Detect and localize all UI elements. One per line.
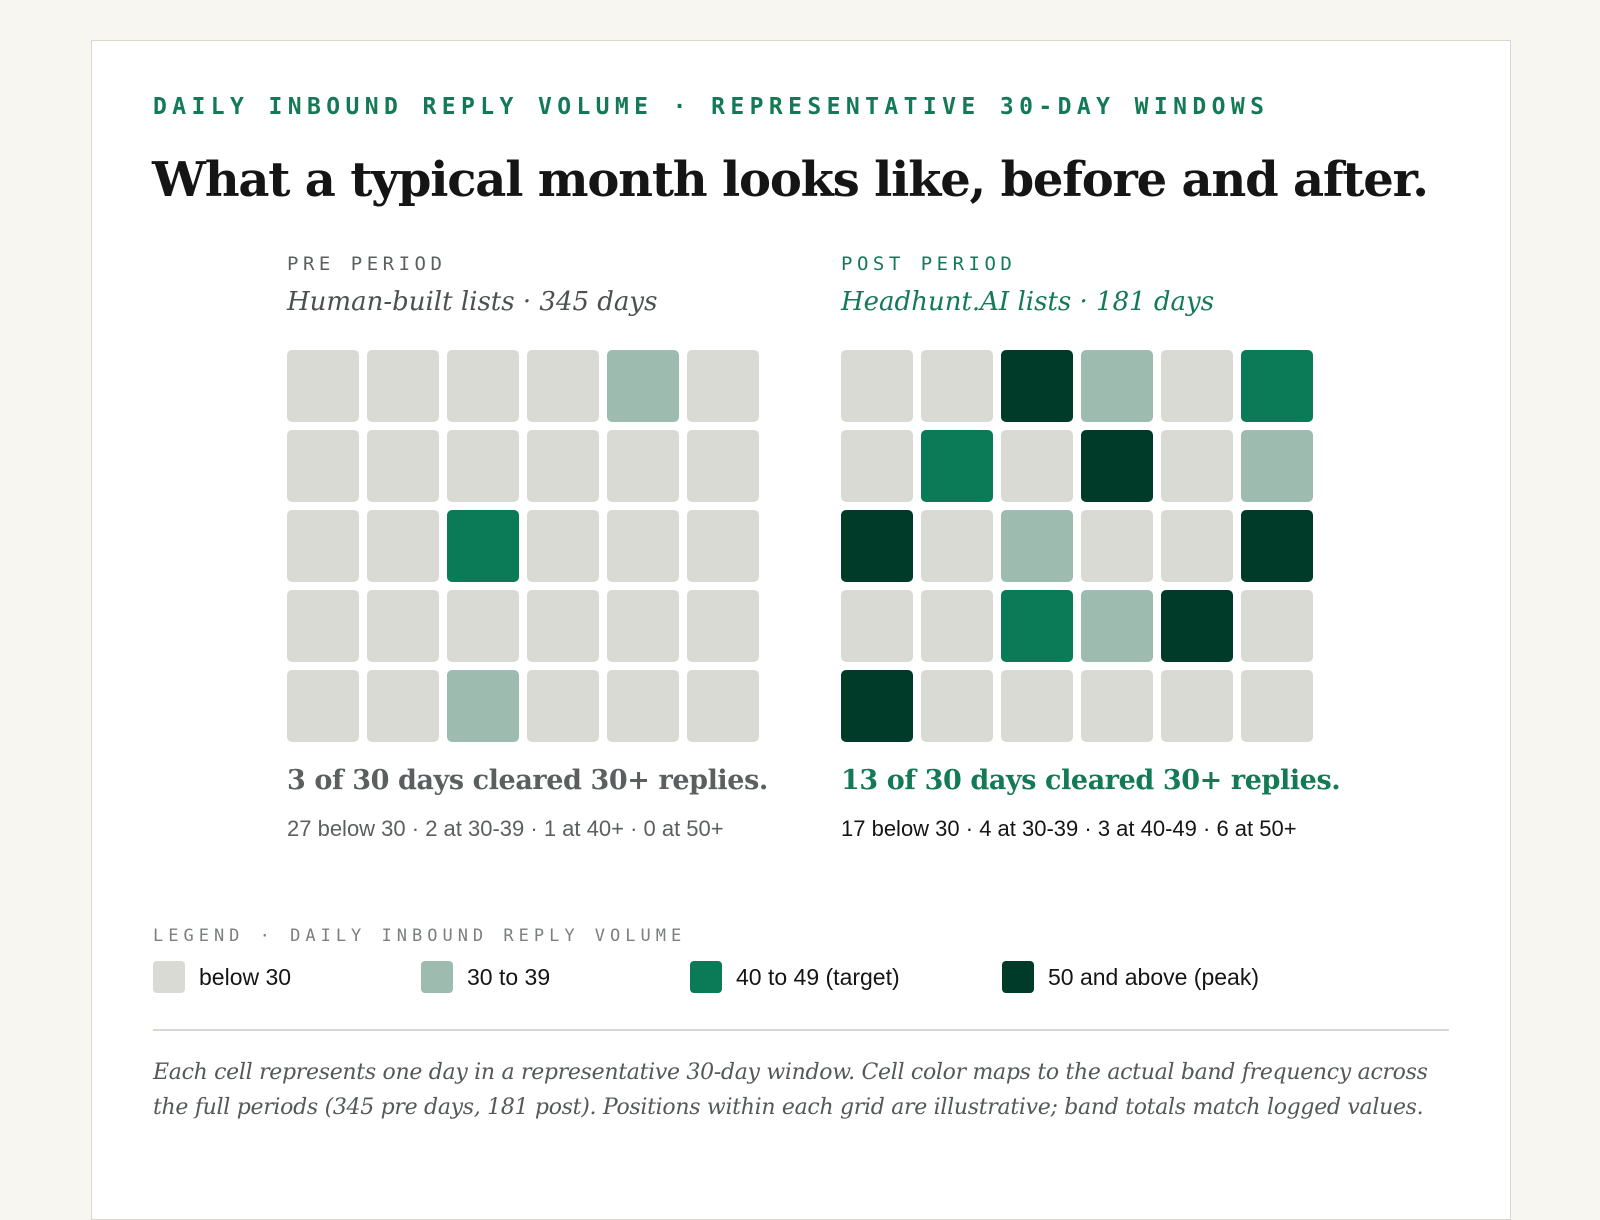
legend-title: LEGEND · DAILY INBOUND REPLY VOLUME: [153, 926, 687, 946]
heatmap-cell: [687, 670, 759, 742]
heatmap-cell: [607, 590, 679, 662]
heatmap-cell: [921, 590, 993, 662]
legend-swatch: [421, 961, 453, 993]
heatmap-cell: [447, 430, 519, 502]
heatmap-cell: [1161, 590, 1233, 662]
heatmap-cell: [447, 670, 519, 742]
heatmap-cell: [447, 350, 519, 422]
heatmap-cell: [287, 670, 359, 742]
post-period-summary: 13 of 30 days cleared 30+ replies.: [841, 765, 1341, 796]
heatmap-cell: [687, 590, 759, 662]
heatmap-cell: [921, 350, 993, 422]
heatmap-cell: [1001, 350, 1073, 422]
post-period-label: POST PERIOD: [841, 253, 1017, 275]
heatmap-cell: [687, 430, 759, 502]
heatmap-cell: [367, 350, 439, 422]
heatmap-cell: [841, 510, 913, 582]
legend-swatch: [1002, 961, 1034, 993]
heatmap-cell: [607, 670, 679, 742]
heatmap-cell: [687, 350, 759, 422]
post-period-subtitle: Headhunt.AI lists · 181 days: [841, 287, 1215, 317]
heatmap-cell: [1241, 510, 1313, 582]
legend-label: 30 to 39: [467, 963, 551, 990]
heatmap-cell: [367, 510, 439, 582]
legend-item-below-30: below 30: [153, 961, 291, 993]
heatmap-cell: [1241, 430, 1313, 502]
heatmap-cell: [841, 350, 913, 422]
legend-item-30-to-39: 30 to 39: [421, 961, 550, 993]
post-period-grid: [841, 350, 1313, 742]
heatmap-cell: [527, 430, 599, 502]
heatmap-cell: [1081, 510, 1153, 582]
heatmap-cell: [1081, 670, 1153, 742]
heatmap-cell: [607, 430, 679, 502]
heatmap-cell: [1241, 670, 1313, 742]
heatmap-cell: [1161, 430, 1233, 502]
heatmap-cell: [287, 350, 359, 422]
heatmap-cell: [527, 590, 599, 662]
legend-label: 40 to 49 (target): [736, 963, 900, 990]
footnote: Each cell represents one day in a repres…: [153, 1060, 1428, 1120]
heatmap-cell: [527, 510, 599, 582]
heatmap-cell: [367, 430, 439, 502]
heatmap-cell: [1001, 430, 1073, 502]
heatmap-cell: [367, 670, 439, 742]
pre-period-breakdown: 27 below 30 · 2 at 30-39 · 1 at 40+ · 0 …: [287, 816, 724, 841]
heatmap-cell: [1081, 590, 1153, 662]
page-title: What a typical month looks like, before …: [152, 152, 1429, 208]
legend-swatch: [153, 961, 185, 993]
heatmap-cell: [1081, 350, 1153, 422]
heatmap-cell: [607, 510, 679, 582]
heatmap-cell: [841, 590, 913, 662]
heatmap-cell: [1081, 430, 1153, 502]
post-period-breakdown: 17 below 30 · 4 at 30-39 · 3 at 40-49 · …: [841, 816, 1297, 841]
heatmap-cell: [287, 430, 359, 502]
heatmap-cell: [1001, 670, 1073, 742]
heatmap-cell: [921, 670, 993, 742]
legend-item-50-plus: 50 and above (peak): [1002, 961, 1259, 993]
pre-period-summary: 3 of 30 days cleared 30+ replies.: [287, 765, 768, 796]
pre-period-subtitle: Human-built lists · 345 days: [287, 287, 658, 317]
heatmap-cell: [841, 670, 913, 742]
heatmap-cell: [1241, 590, 1313, 662]
heatmap-cell: [447, 590, 519, 662]
heatmap-cell: [1161, 510, 1233, 582]
heatmap-cell: [287, 510, 359, 582]
heatmap-cell: [447, 510, 519, 582]
heatmap-cell: [527, 350, 599, 422]
heatmap-cell: [841, 430, 913, 502]
legend-item-40-to-49: 40 to 49 (target): [690, 961, 900, 993]
heatmap-cell: [687, 510, 759, 582]
pre-period-grid: [287, 350, 759, 742]
legend-label: below 30: [199, 963, 292, 990]
heatmap-cell: [1161, 670, 1233, 742]
heatmap-cell: [1241, 350, 1313, 422]
legend-swatch: [690, 961, 722, 993]
heatmap-cell: [527, 670, 599, 742]
heatmap-cell: [921, 510, 993, 582]
heatmap-cell: [287, 590, 359, 662]
legend-label: 50 and above (peak): [1048, 963, 1259, 990]
divider: [153, 1029, 1449, 1031]
heatmap-cell: [607, 350, 679, 422]
heatmap-cell: [1161, 350, 1233, 422]
heatmap-cell: [367, 590, 439, 662]
eyebrow-label: DAILY INBOUND REPLY VOLUME · REPRESENTAT…: [153, 94, 1270, 120]
heatmap-cell: [921, 430, 993, 502]
heatmap-cell: [1001, 510, 1073, 582]
pre-period-label: PRE PERIOD: [287, 253, 447, 275]
heatmap-cell: [1001, 590, 1073, 662]
